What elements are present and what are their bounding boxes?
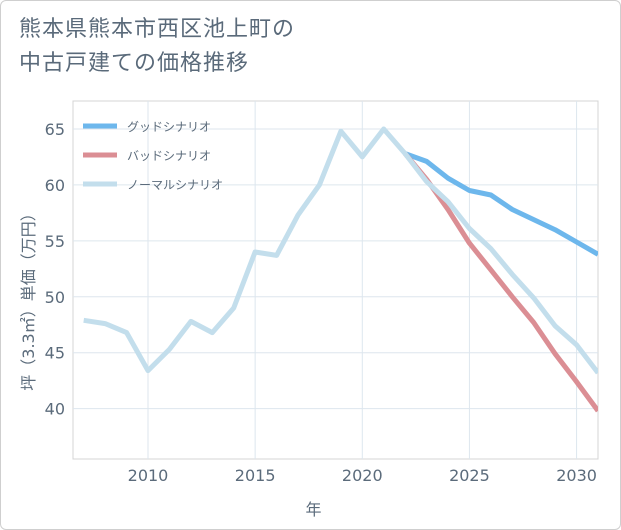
grid-lines [73,101,598,459]
plot-background [72,100,599,460]
y-tick-label: 50 [45,288,65,307]
y-tick-label: 40 [45,400,65,419]
x-tick-label: 2020 [342,466,383,485]
legend-label-normal: ノーマルシナリオ [127,178,223,192]
x-axis-title: 年 [305,500,321,519]
chart-title: 熊本県熊本市西区池上町の 中古戸建ての価格推移 [19,13,295,81]
y-tick-label: 65 [45,120,65,139]
y-tick-label: 60 [45,176,65,195]
x-tick-label: 2030 [556,466,597,485]
legend-label-good: グッドシナリオ [127,120,211,134]
series-line-normal [83,126,598,375]
x-tick-label: 2015 [235,466,276,485]
y-axis-title: 坪（3.3㎡）単価（万円） [19,205,38,390]
plot-area [72,100,599,460]
chart-title-line-2: 中古戸建ての価格推移 [19,51,250,76]
legend-label-bad: バッドシナリオ [127,149,211,163]
chart-title-line-1: 熊本県熊本市西区池上町の [19,17,296,42]
x-tick-label: 2010 [128,466,169,485]
x-tick-label: 2025 [449,466,490,485]
series-line-good [404,151,598,257]
axes: 40 45 50 55 60 65 2010 2015 2020 2025 2030 年 坪（3.3㎡）… [19,120,597,519]
series-lines [83,126,598,413]
y-tick-label: 45 [45,344,65,363]
y-tick-label: 55 [45,232,65,251]
